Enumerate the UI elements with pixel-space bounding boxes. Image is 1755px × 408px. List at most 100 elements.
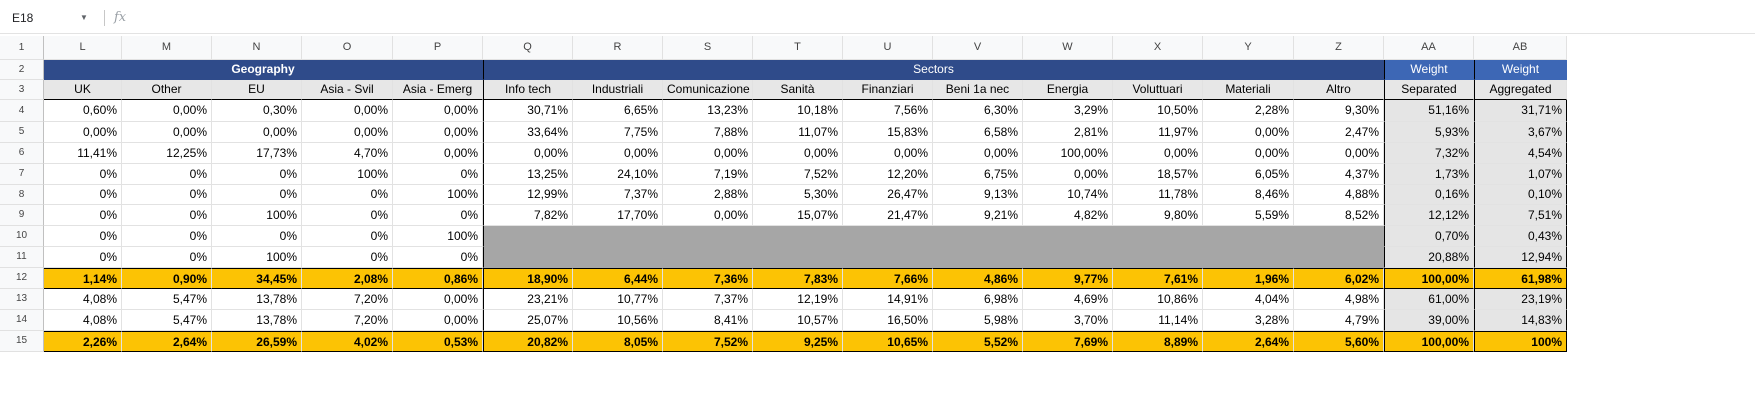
data-cell[interactable]: 0%	[122, 226, 212, 247]
data-cell[interactable]: 5,93%	[1384, 122, 1474, 143]
column-label-cell[interactable]: Comunicazione	[663, 80, 753, 100]
data-cell[interactable]: 0,00%	[933, 143, 1023, 164]
row-header[interactable]: 6	[0, 143, 44, 164]
row-header[interactable]: 13	[0, 289, 44, 310]
row-header[interactable]: 11	[0, 247, 44, 268]
data-cell[interactable]: 4,04%	[1203, 289, 1294, 310]
data-cell[interactable]: 12,12%	[1384, 205, 1474, 226]
data-cell[interactable]: 7,32%	[1384, 143, 1474, 164]
total-cell[interactable]: 7,36%	[663, 268, 753, 289]
data-cell[interactable]: 10,57%	[753, 310, 843, 331]
data-cell[interactable]: 100,00%	[1023, 143, 1113, 164]
column-label-cell[interactable]: Materiali	[1203, 80, 1294, 100]
data-cell[interactable]: 6,65%	[573, 100, 663, 122]
data-cell[interactable]: 2,88%	[663, 185, 753, 205]
data-cell[interactable]: 24,10%	[573, 164, 663, 185]
data-cell[interactable]: 11,78%	[1113, 185, 1203, 205]
total-cell[interactable]: 2,26%	[44, 331, 122, 352]
column-label-cell[interactable]: Separated	[1384, 80, 1474, 100]
total-cell[interactable]: 2,64%	[122, 331, 212, 352]
data-cell[interactable]: 2,28%	[1203, 100, 1294, 122]
data-cell[interactable]: 8,46%	[1203, 185, 1294, 205]
row-header[interactable]: 2	[0, 60, 44, 80]
data-cell[interactable]: 17,70%	[573, 205, 663, 226]
data-cell[interactable]: 10,50%	[1113, 100, 1203, 122]
total-cell[interactable]: 6,02%	[1294, 268, 1384, 289]
data-cell[interactable]: 4,79%	[1294, 310, 1384, 331]
total-cell[interactable]: 5,60%	[1294, 331, 1384, 352]
data-cell[interactable]: 10,74%	[1023, 185, 1113, 205]
total-cell[interactable]: 4,02%	[302, 331, 393, 352]
data-cell[interactable]: 5,47%	[122, 289, 212, 310]
data-cell[interactable]: 0,00%	[1294, 143, 1384, 164]
empty-row[interactable]	[44, 36, 1567, 60]
data-cell[interactable]: 0,43%	[1474, 226, 1567, 247]
data-cell[interactable]: 5,59%	[1203, 205, 1294, 226]
data-cell[interactable]: 4,08%	[44, 310, 122, 331]
column-label-cell[interactable]: Altro	[1294, 80, 1384, 100]
group-header-geography[interactable]: Geography	[44, 60, 483, 80]
data-cell[interactable]: 5,47%	[122, 310, 212, 331]
column-label-cell[interactable]: Beni 1a nec	[933, 80, 1023, 100]
row-header[interactable]: 12	[0, 268, 44, 289]
row-header[interactable]: 14	[0, 310, 44, 331]
data-cell[interactable]: 11,14%	[1113, 310, 1203, 331]
total-cell[interactable]: 100%	[1474, 331, 1567, 352]
data-cell[interactable]: 8,41%	[663, 310, 753, 331]
column-label-cell[interactable]: Finanziari	[843, 80, 933, 100]
data-cell[interactable]: 100%	[302, 164, 393, 185]
blank-sector-block[interactable]	[483, 247, 1384, 268]
total-cell[interactable]: 20,82%	[483, 331, 573, 352]
group-header-sectors[interactable]: Sectors	[483, 60, 1384, 80]
total-cell[interactable]: 9,77%	[1023, 268, 1113, 289]
total-cell[interactable]: 26,59%	[212, 331, 302, 352]
data-cell[interactable]: 7,20%	[302, 289, 393, 310]
column-label-cell[interactable]: Asia - Svil	[302, 80, 393, 100]
data-cell[interactable]: 7,19%	[663, 164, 753, 185]
column-label-cell[interactable]: Asia - Emerg	[393, 80, 483, 100]
data-cell[interactable]: 10,18%	[753, 100, 843, 122]
total-cell[interactable]: 5,52%	[933, 331, 1023, 352]
data-cell[interactable]: 4,37%	[1294, 164, 1384, 185]
data-cell[interactable]: 31,71%	[1474, 100, 1567, 122]
total-cell[interactable]: 9,25%	[753, 331, 843, 352]
data-cell[interactable]: 4,88%	[1294, 185, 1384, 205]
data-cell[interactable]: 3,29%	[1023, 100, 1113, 122]
data-cell[interactable]: 4,82%	[1023, 205, 1113, 226]
total-cell[interactable]: 100,00%	[1384, 268, 1474, 289]
data-cell[interactable]: 0,00%	[573, 143, 663, 164]
data-cell[interactable]: 12,20%	[843, 164, 933, 185]
data-cell[interactable]: 0,00%	[663, 205, 753, 226]
data-cell[interactable]: 100%	[212, 205, 302, 226]
row-header[interactable]: 10	[0, 226, 44, 247]
name-box-dropdown-icon[interactable]: ▼	[80, 13, 88, 22]
data-cell[interactable]: 11,41%	[44, 143, 122, 164]
data-cell[interactable]: 100%	[393, 185, 483, 205]
data-cell[interactable]: 0%	[393, 205, 483, 226]
total-cell[interactable]: 10,65%	[843, 331, 933, 352]
data-cell[interactable]: 7,56%	[843, 100, 933, 122]
total-cell[interactable]: 7,52%	[663, 331, 753, 352]
total-cell[interactable]: 8,89%	[1113, 331, 1203, 352]
data-cell[interactable]: 11,97%	[1113, 122, 1203, 143]
data-cell[interactable]: 51,16%	[1384, 100, 1474, 122]
data-cell[interactable]: 10,56%	[573, 310, 663, 331]
data-cell[interactable]: 30,71%	[483, 100, 573, 122]
data-cell[interactable]: 0%	[44, 185, 122, 205]
total-cell[interactable]: 4,86%	[933, 268, 1023, 289]
column-label-cell[interactable]: Energia	[1023, 80, 1113, 100]
data-cell[interactable]: 0%	[302, 185, 393, 205]
total-cell[interactable]: 61,98%	[1474, 268, 1567, 289]
data-cell[interactable]: 6,98%	[933, 289, 1023, 310]
data-cell[interactable]: 0%	[302, 205, 393, 226]
data-cell[interactable]: 18,57%	[1113, 164, 1203, 185]
data-cell[interactable]: 9,30%	[1294, 100, 1384, 122]
data-cell[interactable]: 1,73%	[1384, 164, 1474, 185]
data-cell[interactable]: 0,16%	[1384, 185, 1474, 205]
data-cell[interactable]: 6,30%	[933, 100, 1023, 122]
row-header[interactable]: 1	[0, 36, 44, 60]
data-cell[interactable]: 4,98%	[1294, 289, 1384, 310]
row-header[interactable]: 3	[0, 80, 44, 100]
data-cell[interactable]: 5,30%	[753, 185, 843, 205]
data-cell[interactable]: 12,99%	[483, 185, 573, 205]
